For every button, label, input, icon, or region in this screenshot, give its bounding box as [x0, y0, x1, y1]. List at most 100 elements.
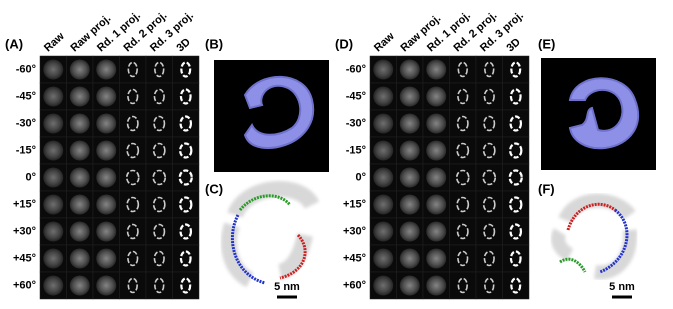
particle: [152, 142, 166, 159]
image-cell: [502, 136, 530, 165]
image-cell: [475, 190, 503, 219]
particle: [179, 223, 193, 240]
row-label: +60°: [13, 279, 36, 291]
particle: [154, 61, 165, 78]
particle: [457, 250, 469, 267]
particle: [126, 196, 140, 213]
row-label: -15°: [16, 144, 36, 156]
particle: [96, 140, 117, 161]
particle: [456, 223, 469, 240]
particle: [179, 88, 192, 105]
row-label: +15°: [343, 198, 366, 210]
particle: [69, 248, 90, 269]
image-cell: [172, 190, 200, 219]
particle: [457, 277, 468, 294]
particle: [455, 169, 470, 186]
particle: [426, 86, 447, 107]
particle: [180, 61, 192, 78]
image-cell: [119, 244, 147, 273]
panel-label: (A): [5, 36, 23, 51]
image-cell: [475, 109, 503, 138]
particle: [509, 196, 523, 213]
column-header: Raw: [372, 30, 397, 54]
image-cell: [119, 82, 147, 111]
particle: [179, 196, 193, 213]
particle: [43, 248, 64, 269]
column-header: 3D: [174, 36, 193, 54]
column-header: Raw: [42, 30, 67, 54]
row-label: -60°: [16, 63, 36, 75]
particle: [96, 248, 117, 269]
row-label: +45°: [343, 252, 366, 264]
row-label: 0°: [355, 171, 366, 183]
particle: [483, 88, 495, 105]
image-cell: [119, 55, 147, 84]
particle: [127, 61, 138, 78]
image-cell: [475, 163, 503, 192]
particle: [69, 275, 90, 296]
particle: [373, 113, 394, 134]
particle: [373, 86, 394, 107]
scale-label: 5 nm: [609, 281, 635, 293]
particle: [426, 275, 447, 296]
particle: [457, 88, 469, 105]
particle: [179, 250, 192, 267]
row-label: -45°: [346, 90, 366, 102]
image-cell: [449, 271, 477, 300]
chain-green: [559, 257, 587, 273]
image-cell: [119, 163, 147, 192]
particle: [373, 194, 394, 215]
particle: [399, 59, 420, 80]
row-label: +60°: [343, 279, 366, 291]
row-label: +30°: [13, 225, 36, 237]
particle: [125, 169, 140, 186]
row-label: -60°: [346, 63, 366, 75]
particle: [509, 142, 523, 159]
chain-blue: [599, 208, 629, 274]
image-cell: [172, 271, 200, 300]
particle: [483, 115, 496, 132]
panel-label: (D): [335, 36, 353, 51]
image-cell: [502, 55, 530, 84]
particle: [96, 275, 117, 296]
image-cell: [172, 163, 200, 192]
particle: [399, 86, 420, 107]
particle: [179, 142, 193, 159]
particle: [126, 142, 140, 159]
particle: [127, 250, 139, 267]
particle: [508, 169, 523, 186]
chain-red: [566, 202, 616, 231]
particle: [509, 88, 522, 105]
particle: [43, 86, 64, 107]
particle: [180, 277, 192, 294]
particle: [373, 140, 394, 161]
particle: [426, 221, 447, 242]
image-cell: [145, 109, 173, 138]
particle: [484, 61, 495, 78]
image-cell: [502, 82, 530, 111]
particle: [509, 250, 522, 267]
image-cell: [172, 109, 200, 138]
particle: [69, 221, 90, 242]
particle: [69, 113, 90, 134]
particle: [96, 86, 117, 107]
scale-label: 5 nm: [274, 281, 300, 293]
density-surface: [551, 193, 638, 280]
particle: [426, 140, 447, 161]
row-label: -15°: [346, 144, 366, 156]
column-header: 3D: [504, 36, 523, 54]
particle: [152, 169, 167, 186]
row-label: -30°: [346, 117, 366, 129]
particle: [126, 223, 139, 240]
particle: [178, 169, 193, 186]
panel-label: (B): [205, 36, 223, 51]
particle: [482, 196, 496, 213]
image-cell: [145, 82, 173, 111]
particle: [399, 248, 420, 269]
particle: [456, 196, 470, 213]
particle: [96, 167, 117, 188]
particle: [456, 115, 469, 132]
particle: [456, 142, 470, 159]
particle: [399, 140, 420, 161]
